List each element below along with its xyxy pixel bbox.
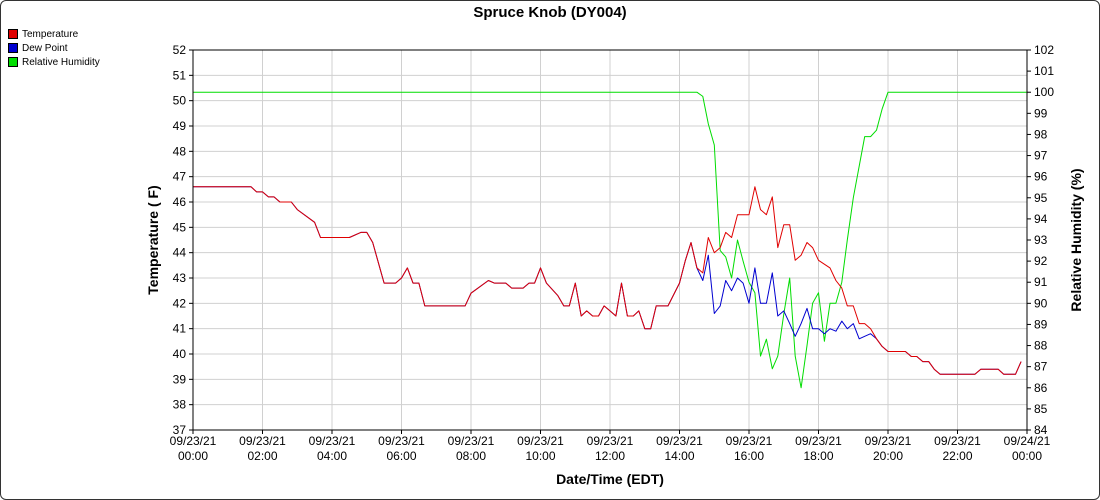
series-lines: [193, 91, 1027, 389]
y2-tick-label: 85: [1034, 402, 1048, 416]
x-tick-label-date: 09/23/21: [448, 434, 495, 448]
series-line-temperature: [193, 186, 1022, 375]
x-tick-label-time: 16:00: [734, 449, 764, 463]
legend-label-relative-humidity: Relative Humidity: [22, 56, 100, 68]
y-tick-label: 45: [173, 220, 187, 234]
y2-tick-label: 94: [1034, 212, 1048, 226]
y2-tick-label: 88: [1034, 339, 1048, 353]
legend: Temperature Dew Point Relative Humidity: [8, 27, 100, 69]
y-tick-label: 44: [173, 246, 187, 260]
y-tick-label: 42: [173, 296, 187, 310]
series-line-dew-point: [193, 186, 1022, 375]
x-tick-label-date: 09/24/21: [1004, 434, 1051, 448]
x-tick-label-date: 09/23/21: [170, 434, 217, 448]
y2-tick-label: 84: [1034, 423, 1048, 437]
y-tick-label: 48: [173, 144, 187, 158]
y2-tick-label: 87: [1034, 360, 1048, 374]
y-tick-label: 47: [173, 170, 187, 184]
x-tick-label-date: 09/23/21: [239, 434, 286, 448]
chart-title: Spruce Knob (DY004): [473, 4, 627, 21]
legend-swatch-dew-point: [8, 43, 18, 53]
x-tick-label-date: 09/23/21: [726, 434, 773, 448]
y2-axis-label: Relative Humidity (%): [1068, 168, 1084, 311]
legend-item-dew-point: Dew Point: [8, 41, 100, 55]
y2-tick-label: 97: [1034, 149, 1048, 163]
x-tick-label-time: 04:00: [317, 449, 347, 463]
tick-labels: 37 38 39 40 41 42 43 44 45 46 47 48 49 50 51 52 84 85 86 87…: [170, 43, 1055, 463]
x-axis-label: Date/Time (EDT): [556, 471, 664, 487]
legend-item-relative-humidity: Relative Humidity: [8, 55, 100, 69]
y2-tick-label: 100: [1034, 85, 1054, 99]
y-tick-label: 38: [173, 398, 187, 412]
y2-tick-label: 101: [1034, 64, 1054, 78]
x-tick-label-time: 20:00: [873, 449, 903, 463]
x-tick-label-time: 22:00: [942, 449, 972, 463]
x-tick-label-date: 09/23/21: [309, 434, 356, 448]
x-tick-label-date: 09/23/21: [378, 434, 425, 448]
y2-tick-label: 99: [1034, 106, 1048, 120]
y-tick-label: 40: [173, 347, 187, 361]
x-tick-label-date: 09/23/21: [656, 434, 703, 448]
x-tick-label-date: 09/23/21: [517, 434, 564, 448]
series-line-relative-humidity: [193, 91, 1027, 389]
x-tick-label-date: 09/23/21: [934, 434, 981, 448]
y2-tick-label: 92: [1034, 254, 1048, 268]
y-tick-label: 49: [173, 119, 187, 133]
x-tick-label-time: 14:00: [664, 449, 694, 463]
y2-tick-label: 91: [1034, 275, 1048, 289]
legend-label-dew-point: Dew Point: [22, 42, 68, 54]
y-tick-label: 39: [173, 372, 187, 386]
y-tick-label: 50: [173, 94, 187, 108]
y2-tick-label: 89: [1034, 317, 1048, 331]
x-tick-label-time: 10:00: [525, 449, 555, 463]
legend-label-temperature: Temperature: [22, 28, 79, 40]
x-tick-label-date: 09/23/21: [587, 434, 634, 448]
legend-item-temperature: Temperature: [8, 27, 100, 41]
legend-swatch-relative-humidity: [8, 57, 18, 67]
y-tick-label: 46: [173, 195, 187, 209]
y-tick-label: 52: [173, 43, 187, 57]
y2-tick-label: 102: [1034, 43, 1054, 57]
x-tick-label-time: 12:00: [595, 449, 625, 463]
x-tick-label-time: 02:00: [247, 449, 277, 463]
y2-tick-label: 98: [1034, 127, 1048, 141]
y2-tick-label: 90: [1034, 296, 1048, 310]
y-tick-label: 43: [173, 271, 187, 285]
x-tick-label-time: 08:00: [456, 449, 486, 463]
x-tick-label-time: 06:00: [386, 449, 416, 463]
x-tick-label-date: 09/23/21: [795, 434, 842, 448]
y-tick-label: 51: [173, 68, 187, 82]
x-tick-label-date: 09/23/21: [865, 434, 912, 448]
y2-tick-label: 96: [1034, 170, 1048, 184]
y2-tick-label: 93: [1034, 233, 1048, 247]
x-tick-label-time: 00:00: [178, 449, 208, 463]
legend-swatch-temperature: [8, 29, 18, 39]
y2-tick-label: 86: [1034, 381, 1048, 395]
y-tick-label: 41: [173, 322, 187, 336]
y-tick-label: 37: [173, 423, 187, 437]
grid: [192, 49, 1028, 431]
y2-tick-label: 95: [1034, 191, 1048, 205]
y-axis-label: Temperature ( F): [145, 185, 161, 294]
x-tick-label-time: 00:00: [1012, 449, 1042, 463]
x-tick-label-time: 18:00: [803, 449, 833, 463]
